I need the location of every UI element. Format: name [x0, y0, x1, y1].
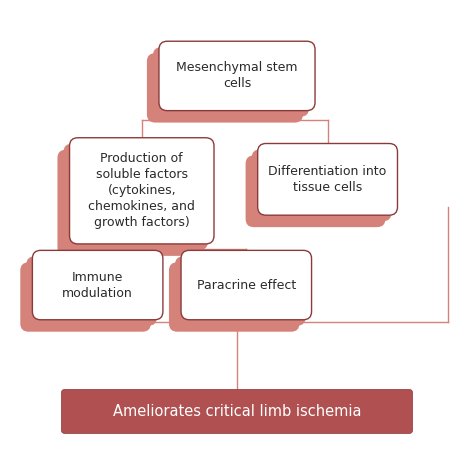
FancyBboxPatch shape	[147, 53, 303, 122]
FancyBboxPatch shape	[169, 262, 300, 332]
FancyBboxPatch shape	[64, 144, 208, 250]
FancyBboxPatch shape	[70, 138, 214, 244]
FancyBboxPatch shape	[62, 389, 412, 433]
Text: Immune
modulation: Immune modulation	[62, 271, 133, 300]
FancyBboxPatch shape	[57, 150, 202, 256]
FancyBboxPatch shape	[252, 150, 392, 221]
FancyBboxPatch shape	[258, 144, 398, 215]
Text: Paracrine effect: Paracrine effect	[197, 279, 296, 292]
FancyBboxPatch shape	[159, 41, 315, 111]
FancyBboxPatch shape	[32, 250, 163, 320]
Text: Ameliorates critical limb ischemia: Ameliorates critical limb ischemia	[113, 404, 361, 419]
FancyBboxPatch shape	[27, 257, 157, 326]
FancyBboxPatch shape	[175, 257, 306, 326]
Text: Production of
soluble factors
(cytokines,
chemokines, and
growth factors): Production of soluble factors (cytokines…	[88, 152, 195, 229]
FancyBboxPatch shape	[153, 47, 309, 117]
Text: Differentiation into
tissue cells: Differentiation into tissue cells	[268, 165, 387, 194]
FancyBboxPatch shape	[181, 250, 311, 320]
FancyBboxPatch shape	[246, 155, 385, 227]
Text: Mesenchymal stem
cells: Mesenchymal stem cells	[176, 61, 298, 91]
FancyBboxPatch shape	[20, 262, 151, 332]
